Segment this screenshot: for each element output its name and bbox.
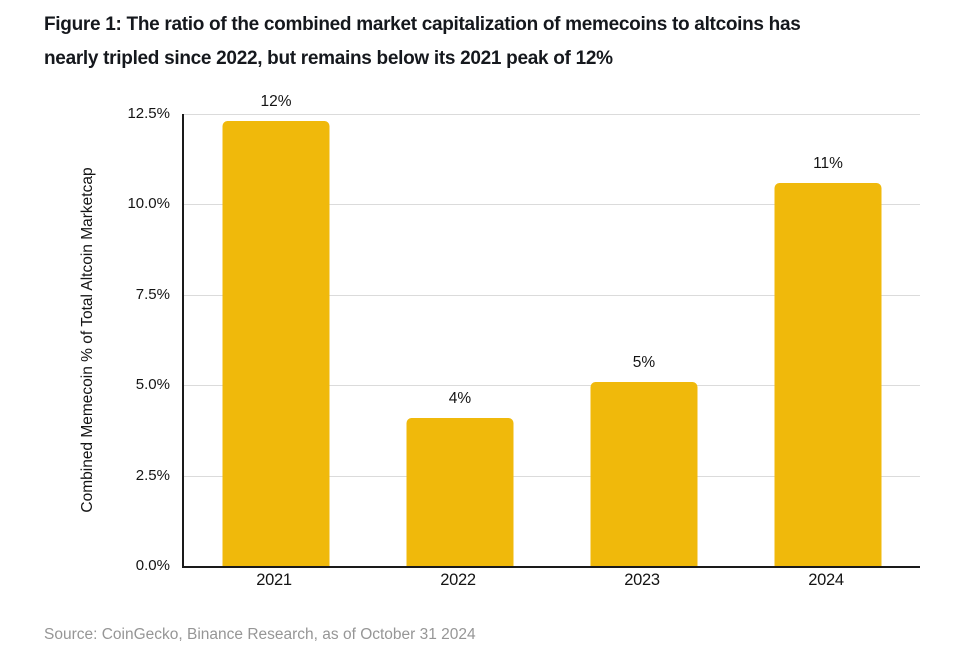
page-title: Figure 1: The ratio of the combined mark…: [44, 8, 954, 76]
bar-slot: 4%: [368, 114, 552, 566]
bar-value-label: 4%: [448, 389, 472, 407]
bar-2023: [590, 381, 698, 566]
title-line-2: nearly tripled since 2022, but remains b…: [44, 48, 613, 69]
bars-layer: 12% 4% 5% 11%: [184, 93, 920, 566]
grid-layer: [184, 114, 920, 566]
x-tick-label: 2021: [256, 571, 292, 589]
bar-2022: [406, 417, 514, 566]
bar-slot: 12%: [184, 93, 368, 566]
x-axis-ticks: 2021 2022 2023 2024: [182, 570, 918, 590]
y-tick-label: 7.5%: [135, 285, 170, 303]
gridline: [184, 114, 920, 115]
y-tick-label: 5.0%: [135, 376, 170, 394]
y-tick-label: 10.0%: [127, 195, 170, 213]
x-tick-label: 2024: [808, 571, 844, 589]
x-tick-label: 2023: [624, 571, 660, 589]
y-tick-label: 0.0%: [135, 557, 170, 574]
y-axis-ticks: 0.0% 2.5% 5.0% 7.5% 10.0% 12.5%: [0, 105, 170, 574]
bar-slot: 11%: [736, 114, 920, 566]
gridline: [184, 204, 920, 206]
bar-value-label: 5%: [632, 353, 656, 371]
bar-slot: 5%: [552, 114, 736, 566]
x-tick-label: 2022: [440, 571, 476, 589]
plot-area: 12% 4% 5% 11%: [182, 93, 920, 568]
y-tick-label: 12.5%: [127, 105, 170, 122]
gridline: [184, 385, 920, 387]
y-tick-label: 2.5%: [135, 466, 170, 484]
bar-2024: [774, 182, 882, 566]
source-text: Source: CoinGecko, Binance Research, as …: [44, 626, 476, 643]
bar-chart: Combined Memecoin % of Total Altcoin Mar…: [0, 88, 974, 618]
gridline: [184, 475, 920, 477]
gridline: [184, 294, 920, 296]
title-line-1: Figure 1: The ratio of the combined mark…: [44, 14, 801, 35]
bar-value-label: 11%: [813, 154, 843, 172]
bar-2021: [222, 121, 330, 566]
bar-value-label: 12%: [260, 93, 292, 111]
